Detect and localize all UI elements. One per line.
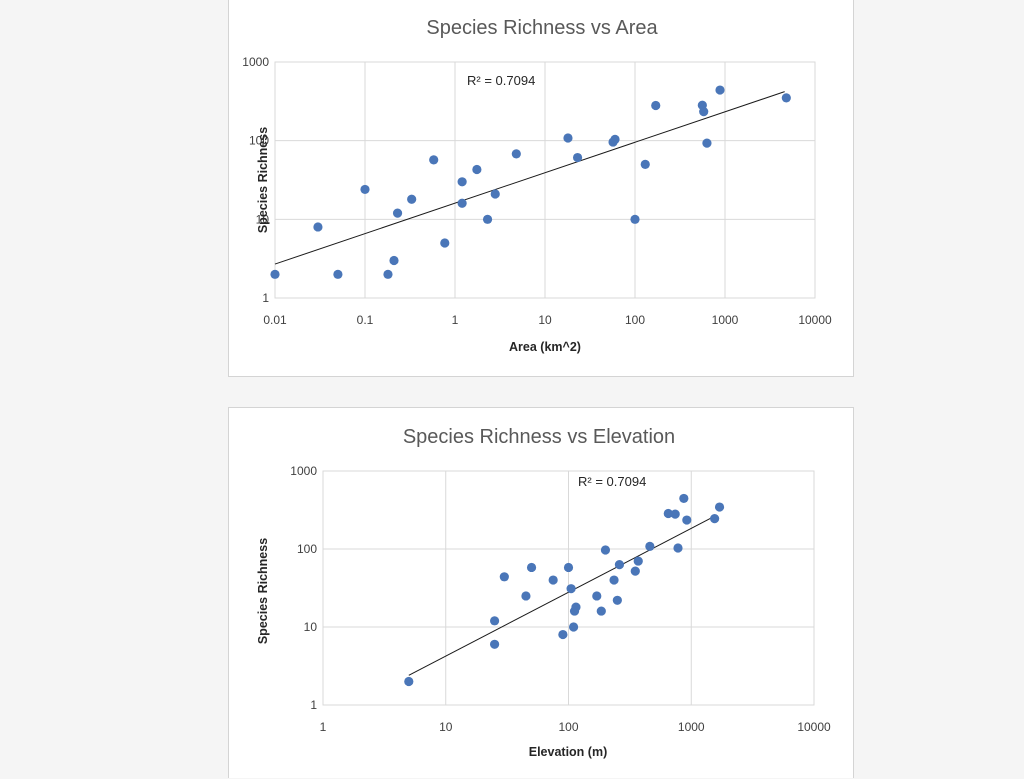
data-point — [592, 591, 602, 601]
data-point — [383, 269, 393, 279]
data-point — [566, 584, 576, 594]
x-tick-label: 10000 — [798, 313, 832, 327]
data-point — [610, 134, 620, 144]
data-point — [614, 560, 625, 570]
data-point — [499, 572, 509, 582]
data-point — [313, 222, 323, 232]
data-point — [407, 194, 417, 204]
y-tick-label: 10 — [256, 212, 270, 226]
x-tick-label: 1000 — [712, 313, 739, 327]
data-point — [489, 639, 500, 649]
y-tick-label: 1000 — [290, 464, 317, 478]
data-point — [548, 575, 558, 585]
data-point — [360, 184, 370, 195]
x-tick-label: 10 — [439, 720, 453, 734]
data-point — [651, 100, 661, 111]
data-point — [482, 214, 493, 224]
chart-panel-area: Species Richness vs Area 0.01 0.1 1 10 100 10… — [228, 0, 854, 377]
data-point — [563, 133, 573, 143]
plot-area — [274, 61, 816, 299]
chart-elevation-vs-richness: Species Richness vs Elevation 1 10 100 1000… — [256, 426, 831, 759]
trendline — [274, 91, 785, 265]
data-point — [270, 269, 280, 279]
data-point — [440, 238, 450, 248]
r-squared-label: R² = 0.7094 — [578, 474, 646, 489]
data-point — [392, 208, 403, 218]
y-tick-label: 1 — [262, 291, 269, 305]
y-tick-label: 1000 — [242, 55, 269, 69]
data-point — [630, 214, 640, 224]
data-point — [429, 155, 439, 165]
x-tick-label: 1 — [320, 720, 327, 734]
data-point — [563, 562, 574, 573]
chart-area-vs-richness: Species Richness vs Area 0.01 0.1 1 10 100 10… — [242, 17, 832, 354]
data-point — [600, 545, 611, 555]
x-tick-label: 0.01 — [263, 313, 287, 327]
data-point — [511, 149, 521, 159]
data-point — [472, 164, 482, 175]
chart-title: Species Richness vs Elevation — [403, 426, 675, 448]
data-point — [333, 269, 343, 279]
x-tick-label: 1000 — [678, 720, 705, 734]
data-point — [645, 541, 655, 551]
data-point — [596, 606, 606, 616]
x-tick-label: 0.1 — [357, 313, 374, 327]
data-point — [714, 502, 725, 512]
y-tick-label: 10 — [304, 620, 318, 634]
data-point — [457, 198, 467, 208]
data-point — [682, 515, 692, 525]
y-tick-label: 100 — [249, 134, 269, 148]
data-point — [526, 562, 537, 573]
data-point — [568, 622, 579, 632]
data-point — [640, 159, 650, 169]
data-point — [571, 602, 581, 612]
data-point — [609, 575, 619, 585]
data-point — [702, 138, 712, 148]
y-axis-title: Species Richness — [256, 127, 270, 233]
r-squared-label: R² = 0.7094 — [467, 73, 535, 88]
y-axis-title: Species Richness — [256, 538, 270, 644]
x-tick-label: 1 — [452, 313, 459, 327]
trendline — [408, 514, 717, 676]
y-tick-label: 1 — [310, 698, 317, 712]
data-point — [715, 85, 725, 95]
data-point — [558, 629, 568, 640]
x-tick-label: 100 — [625, 313, 645, 327]
data-point — [673, 543, 683, 553]
data-point — [670, 509, 680, 519]
data-point — [679, 493, 689, 504]
data-point — [521, 591, 531, 601]
data-point — [490, 189, 500, 199]
x-tick-label: 10 — [538, 313, 552, 327]
chart-panel-elevation: Species Richness vs Elevation 1 10 100 1000… — [228, 407, 854, 778]
data-point — [457, 177, 467, 187]
data-point — [710, 514, 720, 524]
data-point — [781, 93, 791, 103]
data-point — [633, 556, 643, 566]
data-point — [389, 255, 399, 266]
y-tick-label: 100 — [297, 542, 317, 556]
data-point — [572, 152, 583, 163]
data-point — [489, 616, 500, 626]
data-point — [404, 676, 414, 687]
data-point — [699, 107, 709, 117]
data-point — [612, 595, 622, 605]
x-axis-title: Elevation (m) — [529, 745, 608, 759]
x-tick-label: 100 — [558, 720, 578, 734]
data-point — [663, 508, 673, 519]
chart-title: Species Richness vs Area — [426, 17, 658, 39]
x-axis-title: Area (km^2) — [509, 340, 581, 354]
data-point — [630, 566, 640, 576]
x-tick-label: 10000 — [797, 720, 831, 734]
plot-area — [322, 470, 815, 706]
